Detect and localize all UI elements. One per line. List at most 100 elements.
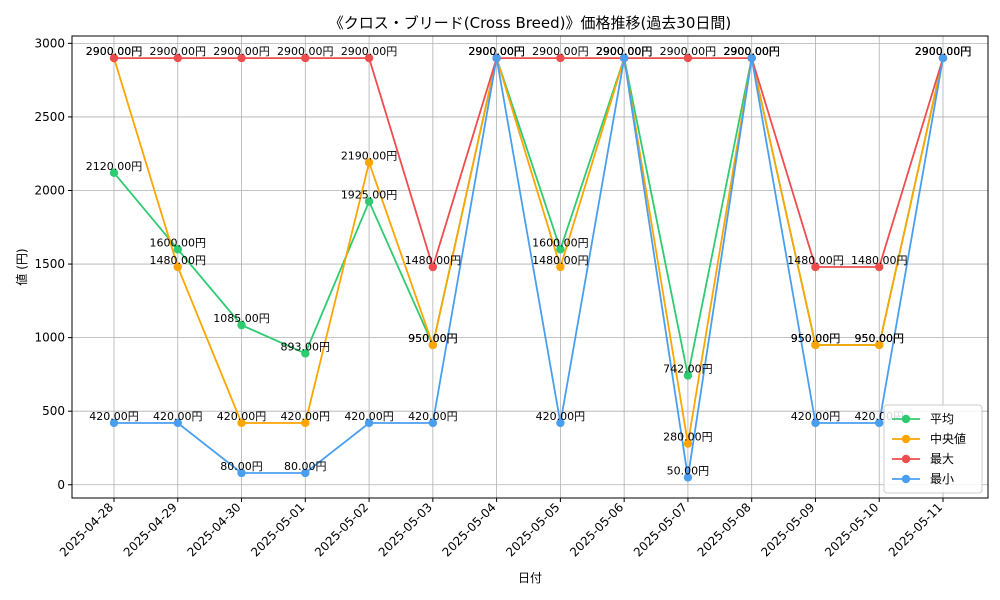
data-label: 1480.00円 (851, 254, 908, 267)
data-label: 2900.00円 (660, 45, 717, 58)
data-point (683, 473, 693, 482)
y-tick-label: 1000 (34, 331, 65, 345)
legend-box (883, 404, 983, 494)
data-label: 80.00円 (220, 460, 263, 473)
y-axis-label: 値 (円) (14, 248, 29, 285)
data-label: 950.00円 (791, 332, 841, 345)
data-point (109, 168, 119, 178)
data-point (492, 53, 501, 63)
series-line-0 (113, 54, 944, 376)
data-point (556, 262, 565, 272)
data-point (173, 262, 182, 272)
x-tick-label: 2025-04-29 (121, 500, 180, 559)
data-label: 420.00円 (281, 410, 331, 423)
data-label: 2900.00円 (468, 45, 525, 58)
data-label: 2900.00円 (915, 45, 972, 58)
x-tick-label: 2025-05-09 (758, 500, 817, 559)
data-label: 2900.00円 (277, 45, 334, 58)
data-label: 2900.00円 (86, 45, 143, 58)
data-label: 893.00円 (281, 340, 331, 353)
y-tick-label: 2000 (34, 183, 65, 197)
data-point (173, 53, 182, 63)
data-point (619, 53, 629, 63)
data-point (875, 340, 884, 350)
data-point (301, 468, 310, 478)
data-label: 2900.00円 (915, 45, 972, 58)
data-label: 1925.00円 (341, 189, 398, 202)
legend-label-1: 中央値 (930, 431, 966, 446)
data-point (301, 53, 310, 63)
data-point (428, 340, 438, 350)
data-point (875, 262, 884, 272)
data-point (364, 197, 374, 206)
legend-marker-3 (901, 474, 911, 484)
legend-label-0: 平均 (930, 412, 954, 426)
data-label: 2900.00円 (596, 45, 653, 58)
data-label: 2900.00円 (915, 45, 972, 58)
x-tick-label: 2025-04-28 (57, 500, 116, 559)
data-label: 950.00円 (854, 332, 904, 345)
x-axis-label: 日付 (518, 571, 542, 585)
data-label: 2900.00円 (723, 45, 780, 58)
data-label: 280.00円 (663, 431, 713, 444)
data-point (683, 439, 693, 448)
data-label: 2900.00円 (468, 45, 525, 58)
data-point (237, 320, 246, 330)
data-label: 2900.00円 (468, 45, 525, 58)
legend-marker-0 (901, 414, 911, 424)
data-label: 2900.00円 (341, 45, 398, 58)
data-point (683, 371, 693, 380)
data-label: 2900.00円 (468, 45, 525, 58)
x-tick-label: 2025-05-04 (440, 500, 499, 559)
data-label: 2900.00円 (915, 45, 972, 58)
data-label: 1085.00円 (213, 312, 270, 325)
data-point (364, 53, 374, 63)
data-label: 950.00円 (854, 332, 904, 345)
data-point (173, 418, 182, 428)
data-point (364, 418, 374, 428)
data-point (237, 468, 246, 478)
data-label: 2900.00円 (723, 45, 780, 58)
data-label: 742.00円 (663, 363, 713, 376)
data-label: 2900.00円 (723, 45, 780, 58)
data-label: 420.00円 (791, 410, 841, 423)
data-label: 420.00円 (408, 410, 458, 423)
data-point (556, 245, 565, 254)
data-point (301, 418, 310, 428)
data-point (237, 53, 246, 63)
data-label: 420.00円 (344, 410, 394, 423)
x-tick-label: 2025-05-11 (886, 500, 945, 559)
y-tick-label: 1500 (34, 257, 65, 271)
data-point (173, 245, 182, 254)
data-point (364, 158, 374, 167)
data-label: 2190.00円 (341, 150, 398, 163)
data-label: 2900.00円 (150, 45, 207, 58)
data-label: 2900.00円 (596, 45, 653, 58)
legend-marker-2 (901, 454, 911, 464)
data-point (109, 418, 119, 428)
chart-title: 《クロス・ブリード(Cross Breed)》価格推移(過去30日間) (329, 14, 732, 32)
data-label: 2120.00円 (86, 160, 143, 173)
data-label: 1480.00円 (150, 254, 207, 267)
x-tick-label: 2025-05-08 (695, 500, 754, 559)
data-label: 950.00円 (408, 332, 458, 345)
data-label-layer: 2120.00円 1600.00円 1085.00円 893.00円 1925.00円 9… (86, 45, 972, 477)
x-tick-label: 2025-05-05 (503, 500, 562, 559)
data-point (811, 418, 820, 428)
data-point (875, 418, 884, 428)
series-line-2 (114, 57, 944, 271)
data-label: 1480.00円 (405, 254, 462, 267)
y-tick-label: 500 (42, 404, 65, 418)
data-label: 2900.00円 (86, 45, 143, 58)
x-tick-label: 2025-04-30 (184, 500, 243, 559)
data-label: 2900.00円 (596, 45, 653, 58)
data-point (237, 418, 246, 428)
data-label: 950.00円 (791, 332, 841, 345)
x-tick-label: 2025-05-02 (312, 500, 371, 559)
data-point (109, 53, 119, 63)
y-tick-label: 0 (57, 478, 65, 492)
data-point (301, 349, 310, 358)
data-label: 1600.00円 (532, 236, 589, 249)
